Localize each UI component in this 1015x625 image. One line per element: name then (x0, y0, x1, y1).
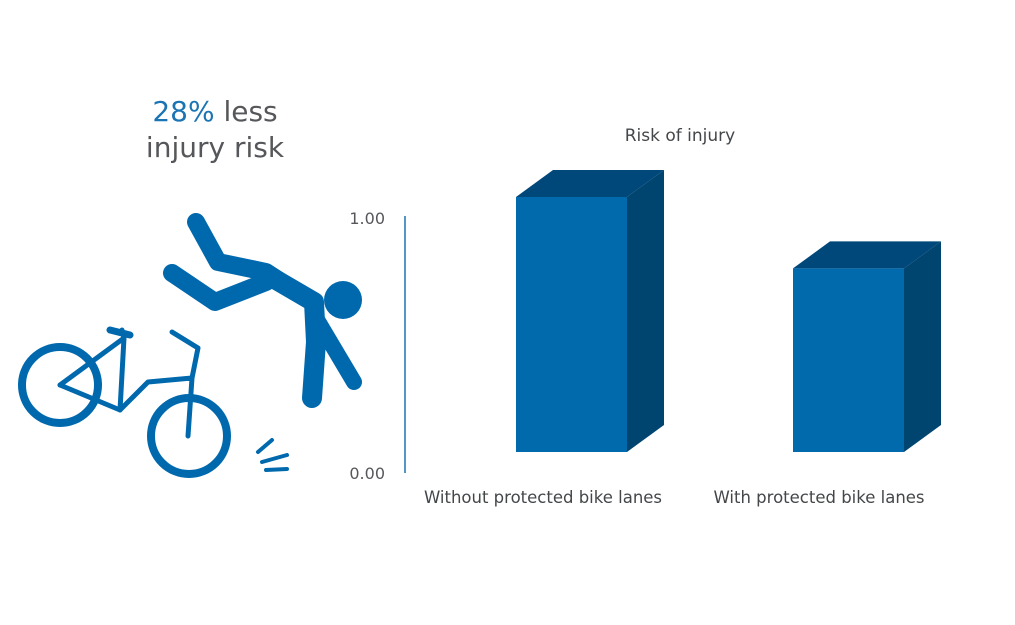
bar-side-face (904, 241, 941, 452)
headline-line2: injury risk (145, 131, 285, 164)
bar-side-face (627, 170, 664, 452)
chart-title: Risk of injury (625, 126, 735, 146)
headline-line1: 28% less (110, 94, 320, 130)
x-category-label: Without protected bike lanes (424, 488, 662, 507)
y-tick-label: 0.00 (349, 464, 385, 483)
bar (516, 170, 664, 452)
bar-front-face (793, 268, 904, 452)
cyclist-falling-icon (18, 213, 362, 478)
bar-front-face (516, 197, 627, 452)
bar-top-face (793, 241, 941, 269)
headline-line1-rest: less (214, 95, 278, 128)
headline: 28% less injury risk (110, 94, 320, 166)
y-tick-label: 1.00 (349, 209, 385, 228)
x-category-label: With protected bike lanes (713, 488, 924, 507)
headline-accent: 28% (152, 95, 215, 128)
bar-top-face (516, 170, 664, 197)
bar (793, 241, 941, 452)
